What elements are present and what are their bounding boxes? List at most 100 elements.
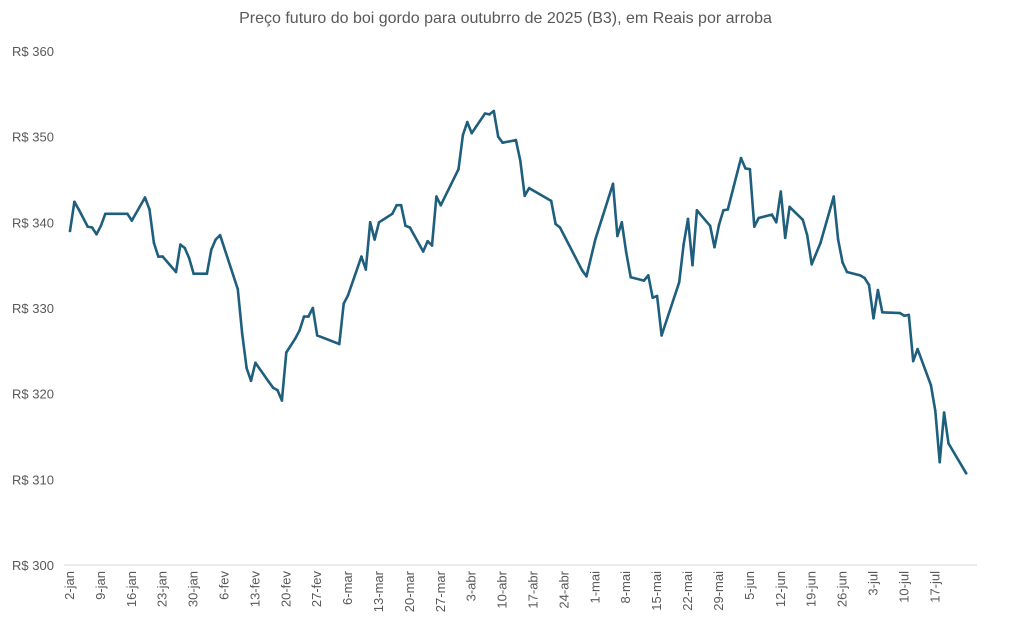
x-tick-label: 5-jun (742, 571, 757, 600)
data-point (938, 460, 941, 464)
data-point (218, 233, 222, 237)
data-point (964, 472, 968, 475)
x-tick-label: 6-fev (217, 571, 232, 600)
x-tick-label: 29-mai (711, 571, 726, 611)
data-point (99, 224, 103, 228)
data-point (271, 386, 275, 390)
data-point (872, 317, 875, 320)
data-point (90, 226, 94, 229)
data-point (947, 442, 950, 445)
data-point (549, 199, 553, 203)
data-point (783, 236, 787, 240)
data-point (496, 135, 500, 138)
data-point (708, 224, 712, 228)
data-point (929, 383, 933, 387)
x-tick-label: 26-jun (835, 571, 850, 607)
data-point (717, 223, 721, 227)
data-point (620, 221, 624, 224)
series-layer (68, 109, 968, 475)
data-point (298, 329, 301, 332)
data-point (391, 212, 394, 216)
data-point (368, 221, 372, 224)
data-point (748, 167, 752, 171)
data-point (267, 380, 271, 384)
data-point (174, 270, 178, 274)
data-point (86, 225, 89, 228)
data-point (130, 219, 134, 222)
data-point (205, 272, 209, 276)
data-point (377, 221, 381, 224)
y-tick-label: R$ 330 (12, 301, 54, 316)
data-point (858, 274, 862, 277)
data-point (249, 379, 253, 383)
data-point (439, 203, 443, 207)
data-point (691, 263, 694, 267)
data-point (466, 120, 469, 124)
data-point (143, 196, 147, 199)
y-tick-label: R$ 320 (12, 387, 54, 402)
data-point (810, 263, 813, 266)
data-point (360, 255, 363, 258)
data-point (68, 229, 72, 233)
data-point (916, 347, 919, 351)
data-point (148, 208, 151, 211)
data-point (161, 255, 164, 258)
data-point (293, 337, 297, 341)
data-point (775, 221, 778, 224)
data-point (726, 208, 730, 211)
data-point (240, 332, 244, 336)
x-tick-label: 13-mar (371, 570, 386, 612)
data-point (210, 248, 213, 251)
x-tick-label: 9-jan (93, 571, 108, 600)
data-point (514, 138, 518, 142)
data-point (426, 239, 429, 243)
data-point (285, 351, 288, 354)
data-point (629, 275, 632, 279)
y-tick-label: R$ 360 (12, 44, 54, 59)
data-point (739, 156, 743, 160)
y-tick-label: R$ 350 (12, 130, 54, 145)
x-tick-label: 1-mai (587, 571, 602, 604)
x-tick-label: 20-mar (402, 570, 417, 612)
data-point (836, 238, 840, 241)
data-point (501, 141, 504, 144)
x-tick-label: 17-jul (927, 571, 942, 603)
data-point (311, 306, 315, 310)
x-tick-label: 6-mar (340, 570, 355, 605)
data-point (911, 359, 915, 363)
data-point (488, 113, 491, 116)
data-point (245, 366, 248, 370)
data-point (187, 257, 191, 260)
x-tick-label: 2-jan (62, 571, 77, 600)
data-point (315, 334, 319, 337)
data-point (722, 209, 725, 212)
data-point (554, 222, 557, 226)
x-tick-label: 23-jan (155, 571, 170, 607)
data-point (276, 388, 279, 392)
data-point (527, 186, 531, 190)
data-point (214, 238, 217, 241)
data-point (404, 224, 407, 228)
data-point (881, 311, 884, 314)
data-point (686, 217, 690, 221)
data-point (399, 203, 403, 207)
data-point (616, 234, 619, 238)
data-point (126, 212, 129, 216)
data-point (73, 200, 76, 204)
data-point (580, 269, 584, 272)
data-point (651, 296, 654, 300)
data-point (907, 313, 911, 317)
data-point (934, 409, 937, 413)
data-point (863, 276, 866, 280)
data-point (832, 195, 835, 198)
x-tick-label: 19-jun (804, 571, 819, 607)
series-line-0 (68, 109, 968, 475)
data-point (338, 342, 341, 346)
data-point (788, 205, 791, 209)
data-point (585, 275, 588, 278)
data-point (757, 216, 760, 220)
data-point (753, 225, 756, 228)
x-tick-label: 13-fev (247, 571, 262, 608)
data-point (364, 268, 368, 271)
